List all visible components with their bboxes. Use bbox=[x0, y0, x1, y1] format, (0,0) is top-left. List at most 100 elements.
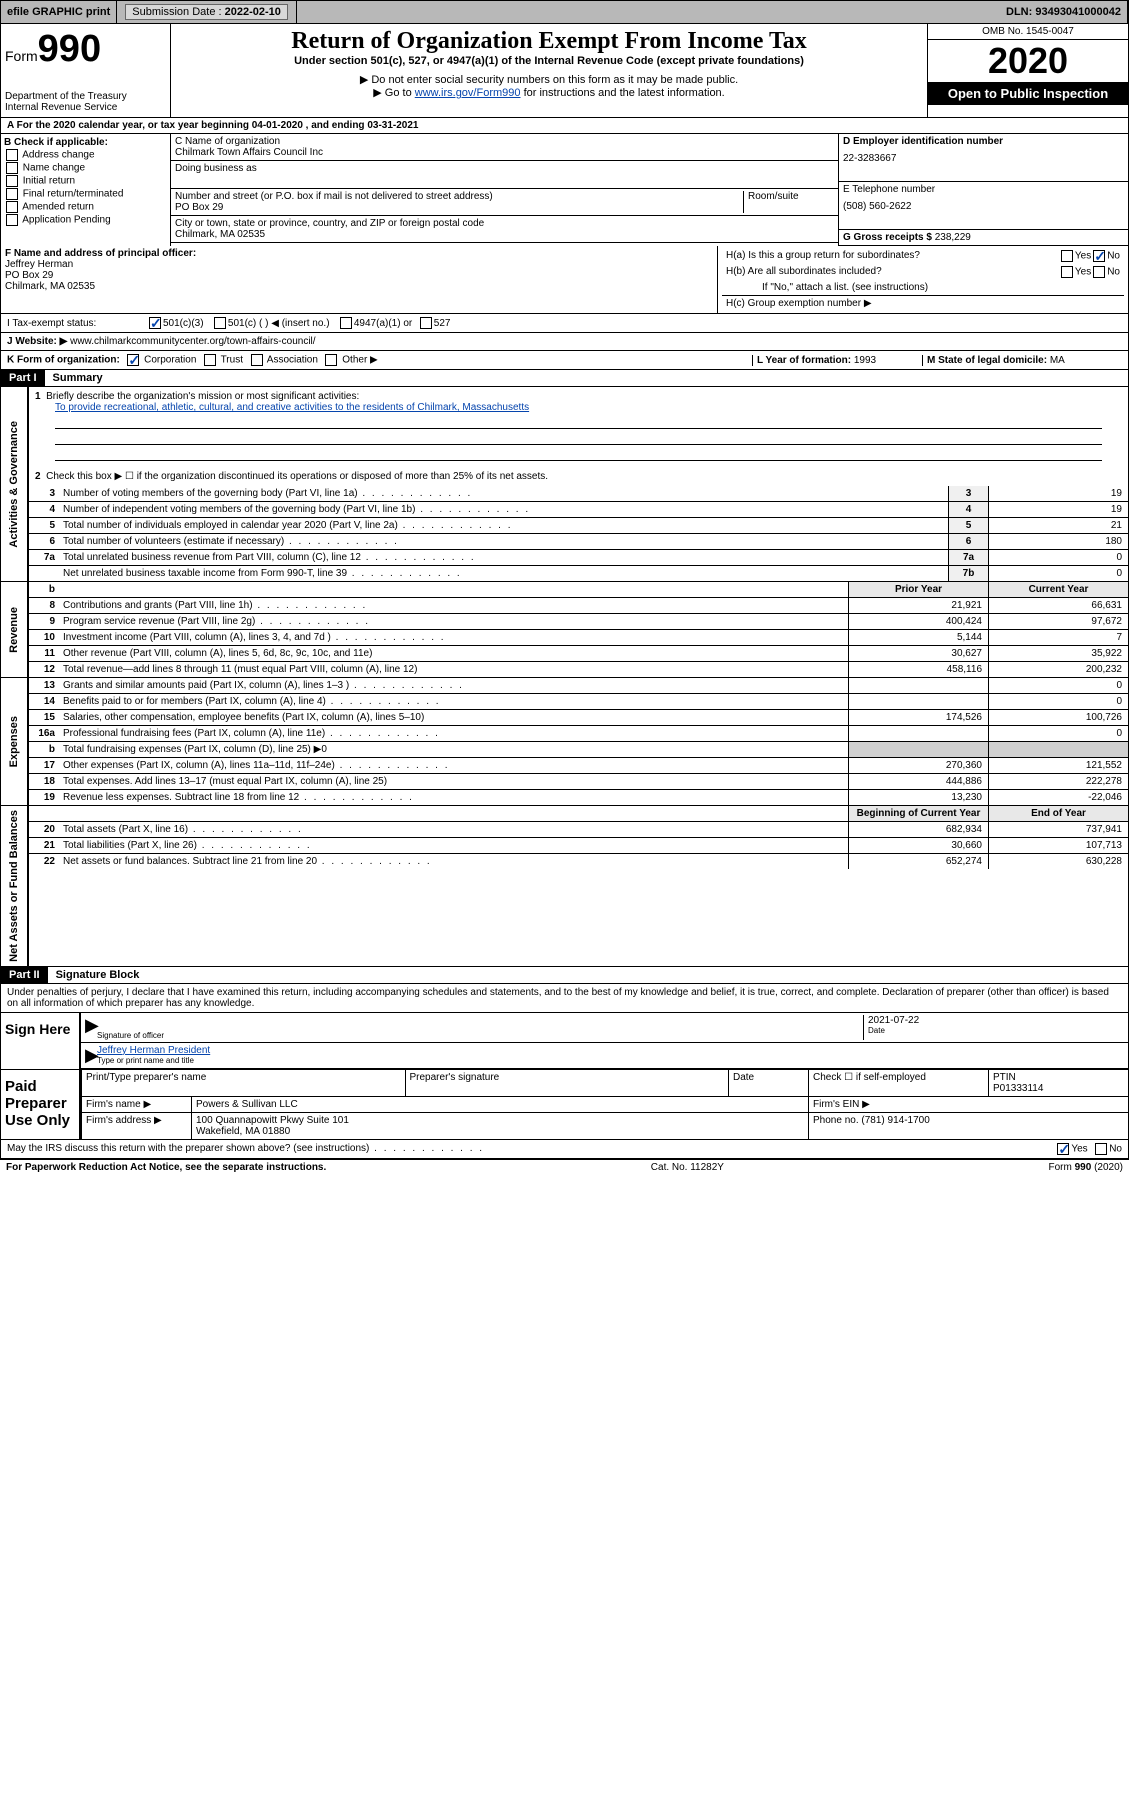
omb-number: OMB No. 1545-0047 bbox=[928, 24, 1128, 40]
hc-label: H(c) Group exemption number ▶ bbox=[722, 295, 1124, 311]
firm-name-value: Powers & Sullivan LLC bbox=[191, 1097, 808, 1112]
city-value: Chilmark, MA 02535 bbox=[175, 229, 834, 240]
part2-title: Signature Block bbox=[48, 967, 148, 983]
officer-addr2: Chilmark, MA 02535 bbox=[5, 281, 95, 292]
dln-cell: DLN: 93493041000042 bbox=[1000, 1, 1128, 23]
entity-grid: B Check if applicable: Address change Na… bbox=[0, 134, 1129, 246]
line5-val: 21 bbox=[988, 518, 1128, 533]
check-final-return[interactable]: Final return/terminated bbox=[4, 188, 167, 200]
check-name-change[interactable]: Name change bbox=[4, 162, 167, 174]
firm-addr-label: Firm's address ▶ bbox=[81, 1113, 191, 1139]
check-501c[interactable] bbox=[214, 317, 226, 329]
hb-yes[interactable]: Yes bbox=[1059, 266, 1091, 278]
form-title: Return of Organization Exempt From Incom… bbox=[175, 28, 923, 55]
check-corporation[interactable] bbox=[127, 354, 139, 366]
check-initial-return[interactable]: Initial return bbox=[4, 175, 167, 187]
dba-label: Doing business as bbox=[175, 163, 834, 174]
line-1: 1 Briefly describe the organization's mi… bbox=[29, 387, 1128, 467]
hb-label: H(b) Are all subordinates included? bbox=[726, 266, 1059, 278]
tax-status-label: I Tax-exempt status: bbox=[7, 318, 147, 329]
dba-box: Doing business as bbox=[171, 161, 838, 189]
prior-year-hdr: Prior Year bbox=[848, 582, 988, 597]
org-name-value: Chilmark Town Affairs Council Inc bbox=[175, 147, 834, 158]
gross-value: 238,229 bbox=[935, 232, 971, 243]
tel-box: E Telephone number (508) 560-2622 bbox=[839, 182, 1128, 230]
check-other[interactable] bbox=[325, 354, 337, 366]
form-org-label: K Form of organization: bbox=[7, 355, 120, 366]
mission-link[interactable]: To provide recreational, athletic, cultu… bbox=[55, 402, 529, 413]
top-toolbar: efile GRAPHIC print Submission Date : 20… bbox=[0, 0, 1129, 24]
check-association[interactable] bbox=[251, 354, 263, 366]
hb-no[interactable]: No bbox=[1091, 266, 1120, 278]
footer-left: For Paperwork Reduction Act Notice, see … bbox=[6, 1162, 326, 1173]
part1-badge: Part I bbox=[1, 370, 45, 386]
check-501c3[interactable] bbox=[149, 317, 161, 329]
ha-label: H(a) Is this a group return for subordin… bbox=[726, 250, 1059, 262]
room-label: Room/suite bbox=[744, 191, 834, 213]
firm-addr: 100 Quannapowitt Pkwy Suite 101Wakefield… bbox=[191, 1113, 808, 1139]
governance-section: Activities & Governance 1 Briefly descri… bbox=[0, 387, 1129, 582]
tel-label: E Telephone number bbox=[843, 184, 1124, 195]
paid-preparer-label: Paid Preparer Use Only bbox=[1, 1070, 81, 1139]
street-value: PO Box 29 bbox=[175, 202, 739, 213]
part1-header: Part I Summary bbox=[0, 370, 1129, 387]
line-2: 2 Check this box ▶ ☐ if the organization… bbox=[29, 467, 1128, 486]
prep-check-label: Check ☐ if self-employed bbox=[808, 1070, 988, 1097]
part2-badge: Part II bbox=[1, 967, 48, 983]
header-left: Form990 Department of the Treasury Inter… bbox=[1, 24, 171, 117]
check-application-pending[interactable]: Application Pending bbox=[4, 214, 167, 226]
check-trust[interactable] bbox=[204, 354, 216, 366]
col-b-label: B Check if applicable: bbox=[4, 137, 108, 148]
gross-box: G Gross receipts $ 238,229 bbox=[839, 230, 1128, 246]
dept-label: Department of the Treasury bbox=[5, 91, 166, 102]
irs-label: Internal Revenue Service bbox=[5, 102, 166, 113]
website-label: J Website: ▶ bbox=[7, 336, 67, 347]
check-4947[interactable] bbox=[340, 317, 352, 329]
line4-desc: Number of independent voting members of … bbox=[59, 502, 948, 517]
form-number: Form990 bbox=[5, 28, 166, 71]
tax-year: 2020 bbox=[928, 40, 1128, 82]
form-note1: ▶ Do not enter social security numbers o… bbox=[175, 73, 923, 86]
ha-no[interactable]: No bbox=[1091, 250, 1120, 262]
revenue-label: Revenue bbox=[6, 603, 22, 657]
inspection-label: Open to Public Inspection bbox=[928, 82, 1128, 105]
row-k: K Form of organization: Corporation Trus… bbox=[0, 351, 1129, 370]
street-label: Number and street (or P.O. box if mail i… bbox=[175, 191, 739, 202]
paid-preparer-section: Paid Preparer Use Only Print/Type prepar… bbox=[0, 1070, 1129, 1140]
line6-val: 180 bbox=[988, 534, 1128, 549]
form990-link[interactable]: www.irs.gov/Form990 bbox=[415, 87, 521, 99]
row-m: M State of legal domicile: MA bbox=[922, 355, 1122, 366]
header-right: OMB No. 1545-0047 2020 Open to Public In… bbox=[928, 24, 1128, 117]
footer-right: Form 990 (2020) bbox=[1049, 1162, 1124, 1173]
org-name-label: C Name of organization bbox=[175, 136, 834, 147]
prep-print-label: Print/Type preparer's name bbox=[81, 1070, 405, 1097]
revenue-section: Revenue bPrior YearCurrent Year 8Contrib… bbox=[0, 582, 1129, 678]
part1-title: Summary bbox=[45, 370, 111, 386]
header-middle: Return of Organization Exempt From Incom… bbox=[171, 24, 928, 117]
discuss-no[interactable]: No bbox=[1093, 1143, 1122, 1155]
check-amended[interactable]: Amended return bbox=[4, 201, 167, 213]
website-value: www.chilmarkcommunitycenter.org/town-aff… bbox=[70, 336, 315, 347]
submission-date-button[interactable]: Submission Date : 2022-02-10 bbox=[125, 4, 288, 20]
sign-here-section: Sign Here ▶ Signature of officer 2021-07… bbox=[0, 1013, 1129, 1070]
line7b-desc: Net unrelated business taxable income fr… bbox=[59, 566, 948, 581]
line7a-val: 0 bbox=[988, 550, 1128, 565]
discuss-row: May the IRS discuss this return with the… bbox=[0, 1140, 1129, 1159]
current-year-hdr: Current Year bbox=[988, 582, 1128, 597]
expenses-label: Expenses bbox=[6, 712, 22, 771]
ha-yes[interactable]: Yes bbox=[1059, 250, 1091, 262]
prep-date-label: Date bbox=[728, 1070, 808, 1097]
col-b-checkboxes: B Check if applicable: Address change Na… bbox=[1, 134, 171, 246]
officer-box: F Name and address of principal officer:… bbox=[1, 246, 718, 313]
check-527[interactable] bbox=[420, 317, 432, 329]
firm-phone: Phone no. (781) 914-1700 bbox=[808, 1113, 1128, 1139]
check-address-change[interactable]: Address change bbox=[4, 149, 167, 161]
signature-field[interactable]: Signature of officer bbox=[97, 1015, 864, 1040]
form-note2: ▶ Go to www.irs.gov/Form990 for instruct… bbox=[175, 86, 923, 99]
discuss-yes[interactable]: Yes bbox=[1055, 1143, 1087, 1155]
firm-ein-label: Firm's EIN ▶ bbox=[808, 1097, 1128, 1112]
form-subtitle: Under section 501(c), 527, or 4947(a)(1)… bbox=[175, 55, 923, 67]
page-footer: For Paperwork Reduction Act Notice, see … bbox=[0, 1159, 1129, 1175]
expenses-section: Expenses 13Grants and similar amounts pa… bbox=[0, 678, 1129, 806]
arrow-icon: ▶ bbox=[85, 1045, 97, 1066]
